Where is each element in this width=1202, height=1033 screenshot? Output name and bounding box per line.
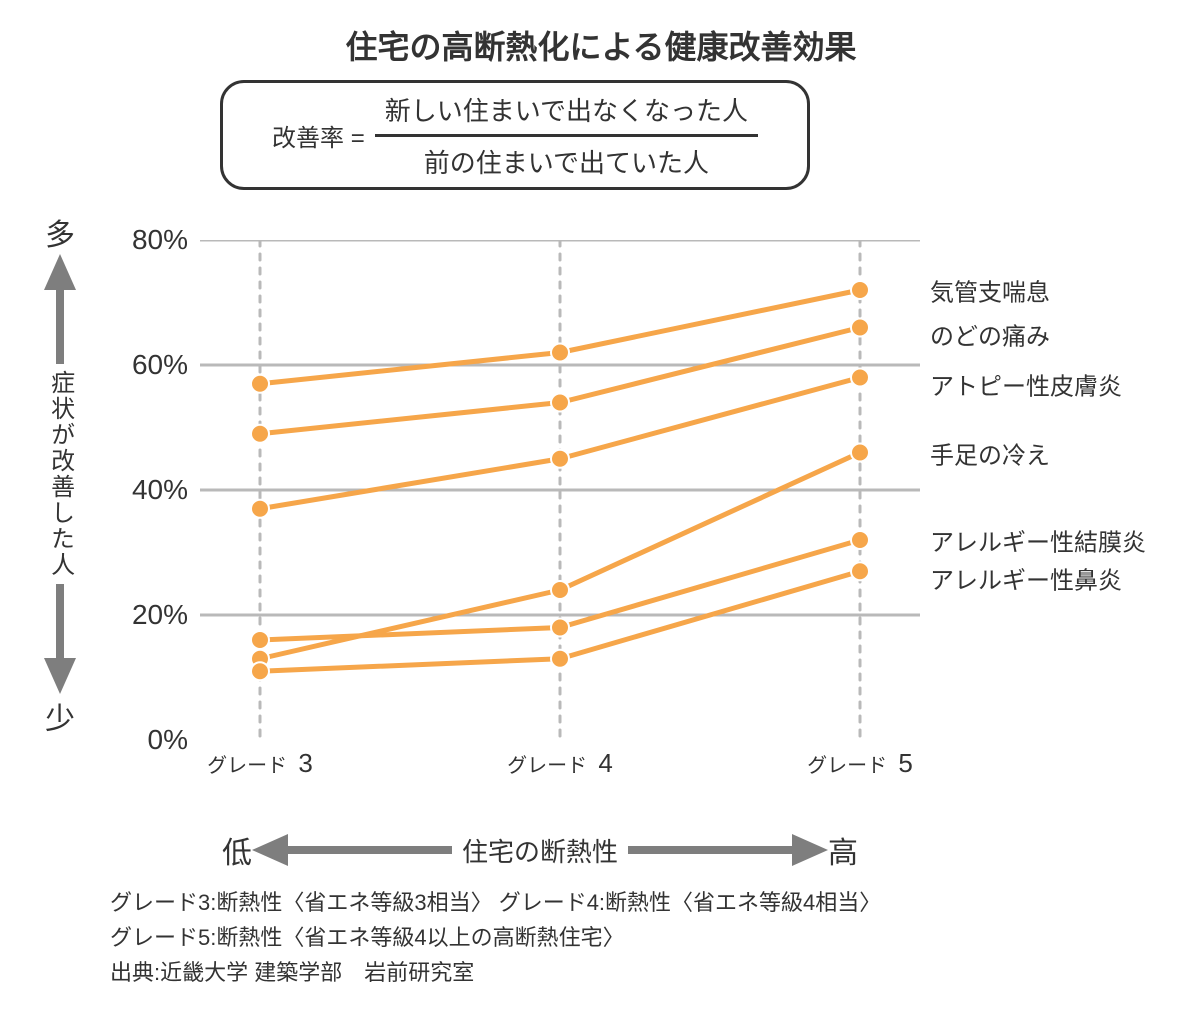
formula-lhs: 改善率 =: [272, 118, 365, 153]
page: 住宅の高断熱化による健康改善効果 改善率 = 新しい住まいで出なくなった人 前の…: [0, 0, 1202, 1033]
series-label: のどの痛み: [930, 316, 1050, 351]
arrow-up-icon: [40, 254, 80, 364]
x-tick-label: グレード 3: [207, 748, 313, 779]
series-labels: 気管支喘息のどの痛みアトピー性皮膚炎手足の冷えアレルギー性結膜炎アレルギー性鼻炎: [930, 240, 1190, 740]
x-tick-label: グレード 4: [507, 748, 613, 779]
footer-notes: グレード3:断熱性〈省エネ等級3相当〉 グレード4:断熱性〈省エネ等級4相当〉 …: [110, 885, 1090, 991]
series-label: アレルギー性鼻炎: [930, 560, 1122, 595]
y-tick-label: 60%: [132, 349, 188, 381]
arrow-down-icon: [40, 584, 80, 694]
arrow-left-icon: [252, 830, 452, 870]
x-axis-ticks: グレード 3 グレード 4 グレード 5: [200, 748, 920, 778]
y-axis-bottom-label: 少: [45, 694, 75, 738]
y-tick-label: 80%: [132, 224, 188, 256]
y-axis-decoration: 多 症状が改善した人 少: [30, 210, 90, 770]
y-tick-label: 20%: [132, 599, 188, 631]
y-tick-label: 40%: [132, 474, 188, 506]
series-label: アレルギー性結膜炎: [930, 523, 1146, 558]
y-axis-ticks: 0%20%40%60%80%: [100, 240, 192, 740]
series-label: アトピー性皮膚炎: [930, 366, 1122, 401]
note-line-3: 出典:近畿大学 建築学部 岩前研究室: [110, 955, 1090, 990]
series-label: 手足の冷え: [930, 435, 1050, 470]
y-axis-top-label: 多: [45, 210, 75, 254]
formula-numerator: 新しい住まいで出なくなった人: [375, 87, 758, 132]
formula-rule: [375, 134, 758, 137]
x-tick-label: グレード 5: [807, 748, 913, 779]
chart: 0%20%40%60%80% グレード 3グレード 4グレード 5 気管支喘息の…: [100, 240, 1000, 780]
x-axis-high-label: 高: [828, 828, 858, 872]
formula-denominator: 前の住まいで出ていた人: [414, 139, 719, 184]
note-line-1: グレード3:断熱性〈省エネ等級3相当〉 グレード4:断熱性〈省エネ等級4相当〉: [110, 885, 1090, 920]
y-tick-label: 0%: [148, 724, 188, 756]
formula-fraction: 新しい住まいで出なくなった人 前の住まいで出ていた人: [375, 87, 758, 184]
note-line-2: グレード5:断熱性〈省エネ等級4以上の高断熱住宅〉: [110, 920, 1090, 955]
plot-area: [200, 240, 920, 740]
chart-title: 住宅の高断熱化による健康改善効果: [0, 22, 1202, 68]
x-axis-low-label: 低: [222, 828, 252, 872]
x-axis-decoration: 低 住宅の断熱性 高: [150, 825, 930, 875]
series-label: 気管支喘息: [930, 273, 1050, 308]
x-axis-mid-label: 住宅の断熱性: [462, 832, 618, 869]
arrow-right-icon: [628, 830, 828, 870]
formula-box: 改善率 = 新しい住まいで出なくなった人 前の住まいで出ていた人: [220, 80, 810, 190]
y-axis-vertical-label: 症状が改善した人: [44, 370, 75, 578]
